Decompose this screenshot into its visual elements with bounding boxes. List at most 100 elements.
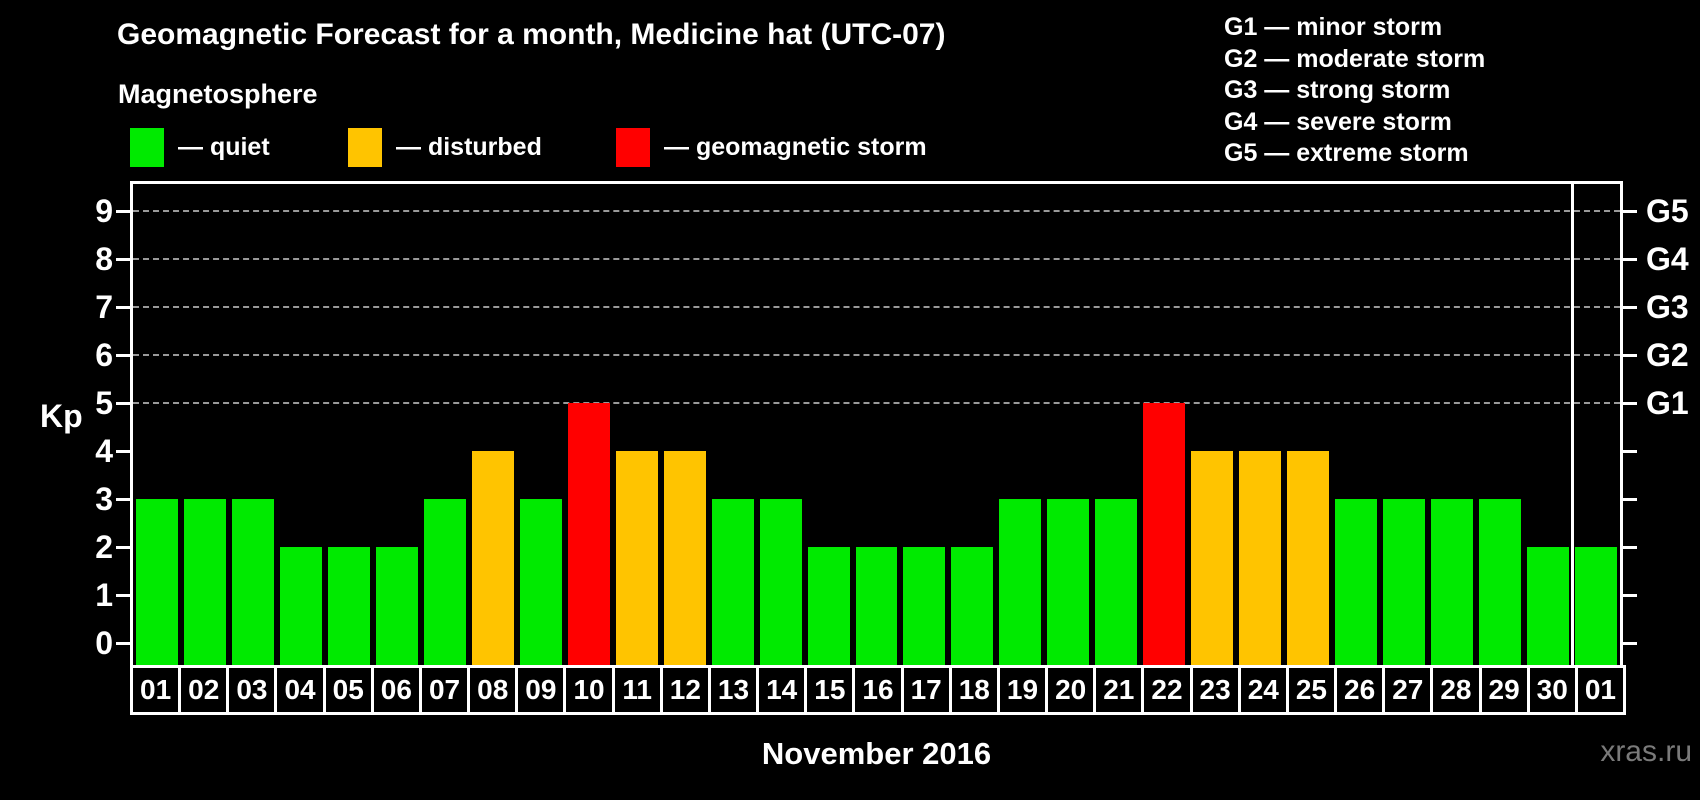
bar-day-30 (1527, 547, 1570, 665)
bar-day-14 (759, 499, 802, 665)
right-axis-tick-7 (1623, 305, 1637, 309)
y-axis-tick-8 (116, 257, 130, 261)
bar-day-20 (1047, 499, 1090, 665)
storm-scale-g5: G5 — extreme storm (1224, 139, 1469, 167)
bar-day-24 (1239, 451, 1282, 665)
day-label-4-05: 05 (322, 665, 374, 715)
day-label-21-22: 22 (1141, 665, 1193, 715)
right-axis-tick-6 (1623, 353, 1637, 357)
y-axis-tick-5 (116, 401, 130, 405)
y-axis-tick-6 (116, 353, 130, 357)
day-label-13-14: 14 (756, 665, 808, 715)
day-label-5-06: 06 (370, 665, 422, 715)
legend-item-storm: — geomagnetic storm (616, 128, 927, 167)
gridline-kp-8 (133, 258, 1620, 261)
y-tick-label-5: 5 (95, 385, 113, 422)
bar-day-07 (423, 499, 466, 665)
day-label-15-16: 16 (852, 665, 904, 715)
day-label-3-04: 04 (274, 665, 326, 715)
legend-label-disturbed: — disturbed (396, 133, 542, 161)
right-axis-label-g2: G2 (1646, 337, 1689, 374)
bar-day-02 (183, 499, 226, 665)
y-axis-tick-7 (116, 305, 130, 309)
y-axis-tick-1 (116, 593, 130, 597)
bar-day-15 (807, 547, 850, 665)
day-label-11-12: 12 (659, 665, 711, 715)
y-tick-label-3: 3 (95, 481, 113, 518)
day-label-18-19: 19 (996, 665, 1049, 715)
right-axis-tick-5 (1623, 401, 1637, 405)
bar-day-11 (615, 451, 658, 665)
y-axis-tick-3 (116, 497, 130, 501)
storm-scale-g4: G4 — severe storm (1224, 107, 1452, 136)
y-tick-label-4: 4 (95, 433, 113, 470)
right-axis-label-g1: G1 (1646, 385, 1689, 422)
bar-day-06 (375, 547, 418, 665)
right-axis-label-g4: G4 (1646, 241, 1689, 278)
month-divider-line (1570, 184, 1574, 665)
day-label-19-20: 20 (1045, 665, 1097, 715)
y-axis-tick-2 (116, 545, 130, 549)
right-axis-tick-0 (1623, 641, 1637, 645)
right-axis-label-g3: G3 (1646, 289, 1689, 326)
y-axis-tick-0 (116, 641, 130, 645)
y-tick-label-7: 7 (95, 289, 113, 326)
right-axis-tick-2 (1623, 545, 1637, 549)
legend-item-disturbed: — disturbed (348, 128, 542, 167)
watermark: xras.ru (1600, 735, 1692, 768)
gridline-kp-6 (133, 354, 1620, 357)
y-axis-tick-9 (116, 209, 130, 213)
quiet-color-swatch (130, 128, 164, 167)
y-tick-label-6: 6 (95, 337, 113, 374)
day-label-29-30: 30 (1526, 665, 1578, 715)
bar-day-23 (1191, 451, 1234, 665)
bar-day-09 (519, 499, 562, 665)
bar-day-10 (567, 403, 610, 665)
bar-day-17 (903, 547, 946, 665)
day-label-7-08: 08 (467, 665, 519, 715)
day-label-28-29: 29 (1478, 665, 1530, 715)
gridline-kp-5 (133, 402, 1620, 405)
bar-day-01 (136, 499, 178, 665)
storm-scale-g1: G1 — minor storm (1224, 13, 1443, 41)
day-label-2-03: 03 (226, 665, 278, 715)
x-axis-title: November 2016 (761, 736, 992, 771)
y-axis-title: Kp (40, 398, 83, 434)
legend-label-storm: — geomagnetic storm (664, 133, 927, 161)
magnetosphere-label: Magnetosphere (118, 79, 318, 109)
right-axis-tick-4 (1623, 449, 1637, 453)
day-label-14-15: 15 (804, 665, 856, 715)
storm-scale-g3: G3 — strong storm (1224, 76, 1451, 104)
bar-day-28 (1431, 499, 1474, 665)
bar-day-27 (1383, 499, 1426, 665)
right-axis-tick-9 (1623, 209, 1637, 213)
bar-day-08 (471, 451, 514, 665)
bar-day-12 (663, 451, 706, 665)
storm-color-swatch (616, 128, 650, 167)
y-tick-label-8: 8 (95, 241, 113, 278)
day-label-16-17: 17 (900, 665, 952, 715)
y-tick-label-0: 0 (95, 625, 113, 662)
x-axis-day-labels: 01 02 03 04 05 06 07 08 09 10 11 12 13 14 15 16 17 18 19 20… (130, 665, 1629, 715)
bar-day-18 (951, 547, 994, 665)
bar-day-19 (999, 499, 1042, 665)
bar-day-03 (231, 499, 274, 665)
disturbed-color-swatch (348, 128, 382, 167)
gridline-kp-9 (133, 210, 1620, 213)
gridline-kp-7 (133, 306, 1620, 309)
storm-scale-g2: G2 — moderate storm (1224, 44, 1486, 73)
day-label-0-01: 01 (130, 665, 182, 715)
storm-scale-legend: G1 — minor storm G2 — moderate storm G3 … (1224, 12, 1485, 170)
right-axis-label-g5: G5 (1646, 193, 1689, 230)
day-label-6-07: 07 (418, 665, 471, 715)
right-axis-tick-3 (1623, 497, 1637, 501)
day-label-12-13: 13 (707, 665, 760, 715)
day-label-25-26: 26 (1334, 665, 1386, 715)
day-label-8-09: 09 (515, 665, 567, 715)
legend-label-quiet: — quiet (178, 133, 270, 161)
day-label-27-28: 28 (1430, 665, 1482, 715)
bar-day-16 (855, 547, 898, 665)
day-label-23-24: 24 (1237, 665, 1289, 715)
y-tick-label-1: 1 (95, 577, 113, 614)
bar-day-13 (711, 499, 754, 665)
